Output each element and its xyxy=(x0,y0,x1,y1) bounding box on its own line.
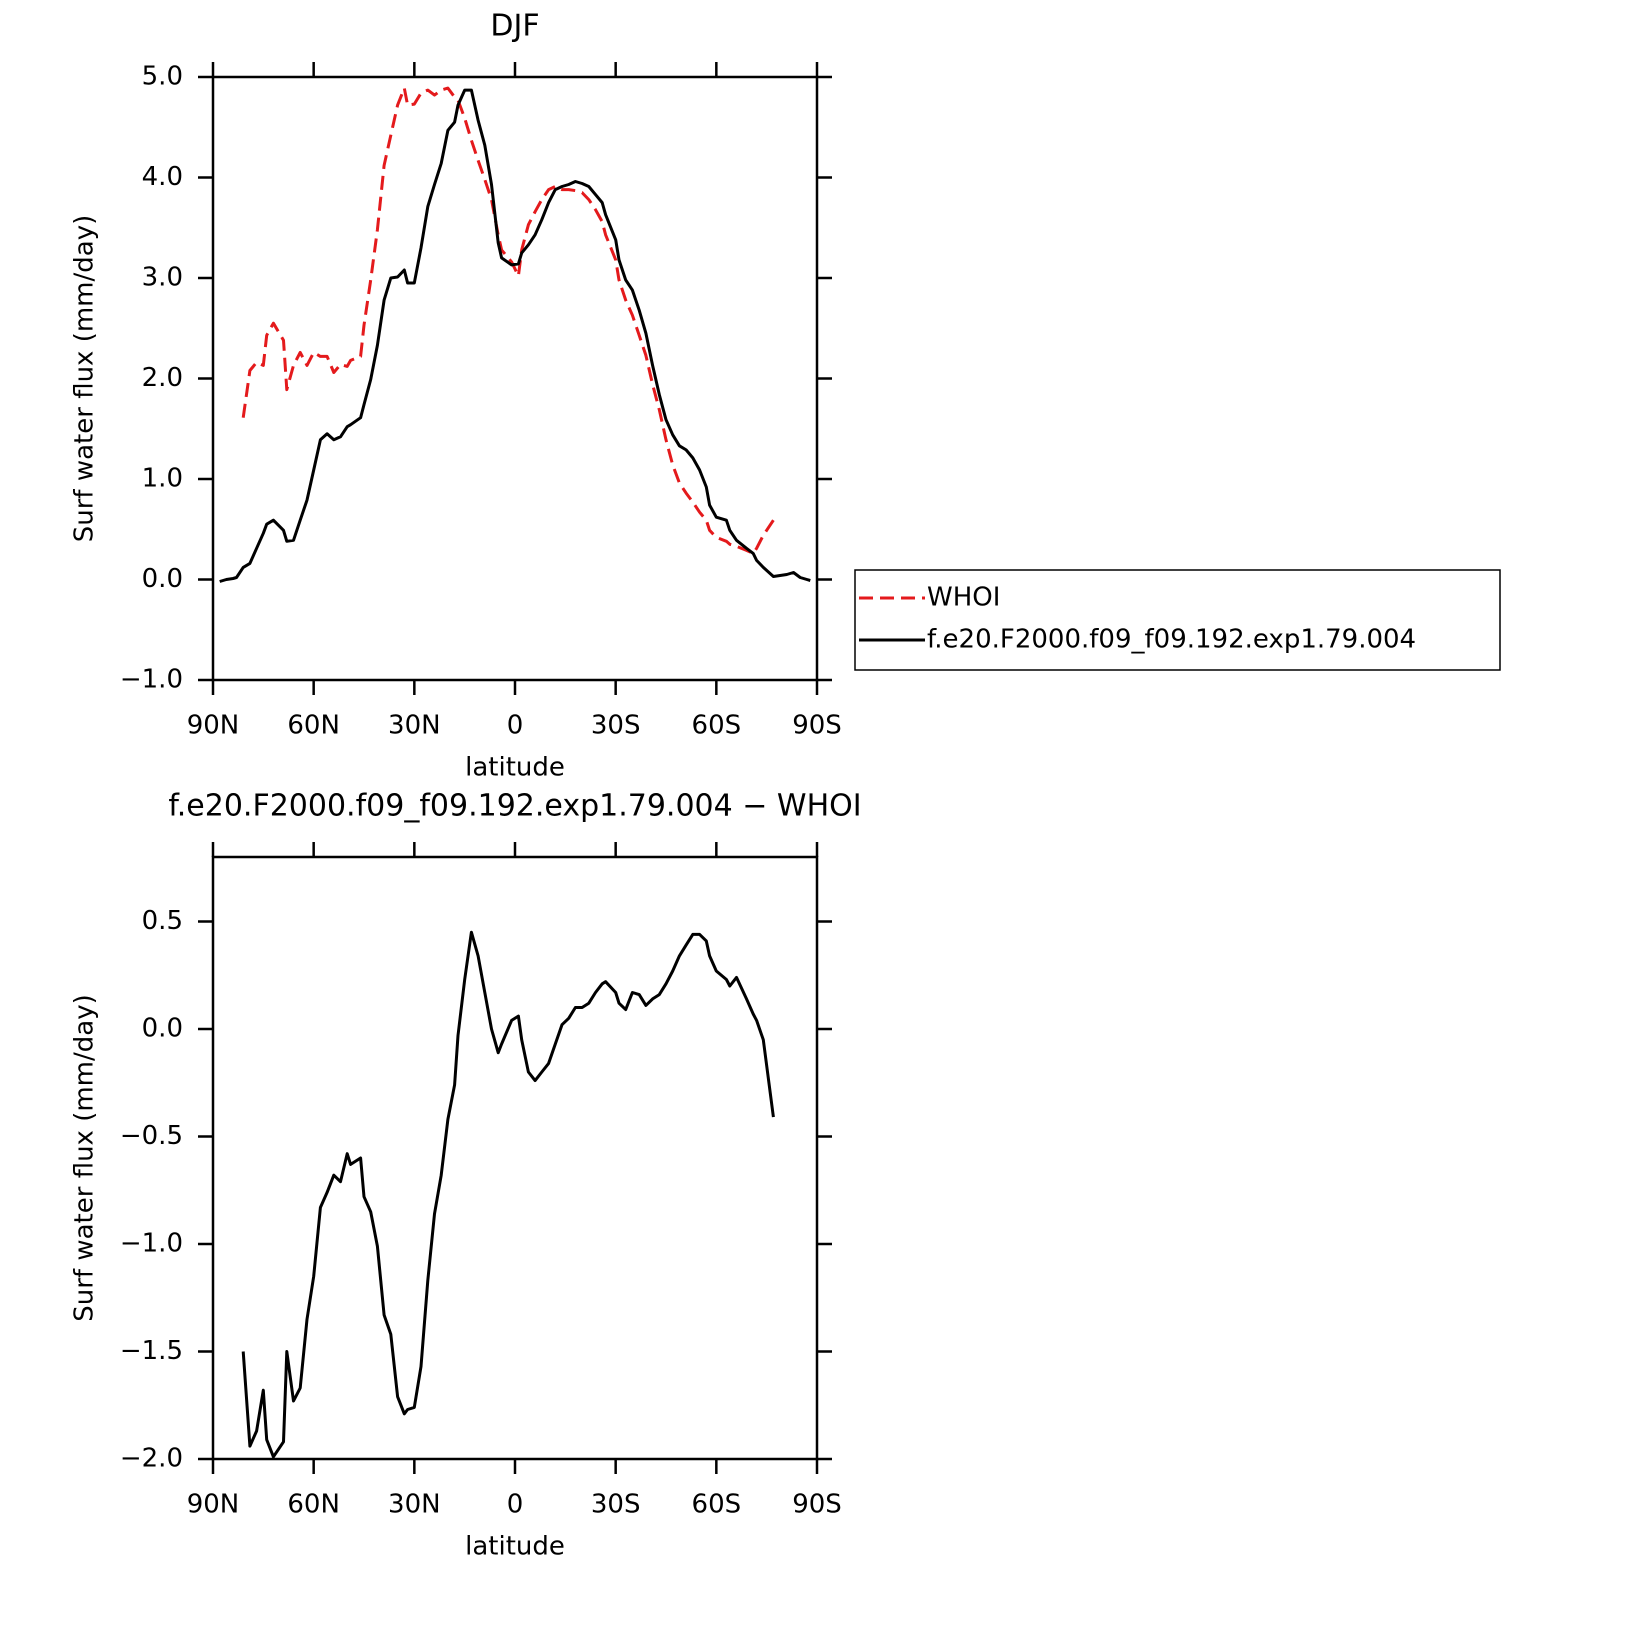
y-tick-label: 3.0 xyxy=(142,263,183,293)
x-axis-label: latitude xyxy=(465,753,565,783)
chart-title: DJF xyxy=(490,9,539,44)
y-tick-label: 0.0 xyxy=(142,564,183,594)
y-tick-label: 0.5 xyxy=(142,906,183,936)
y-tick-label: 4.0 xyxy=(142,162,183,192)
y-tick-label: −1.0 xyxy=(120,665,183,695)
data-line xyxy=(241,86,775,555)
x-tick-label: 60N xyxy=(287,711,340,741)
chart-title: f.e20.F2000.f09_f09.192.exp1.79.004 − WH… xyxy=(168,789,861,824)
x-tick-label: 90N xyxy=(187,711,240,741)
data-line xyxy=(219,88,811,583)
legend-box xyxy=(854,569,1501,671)
x-axis-label: latitude xyxy=(465,1532,565,1562)
x-tick-label: 90N xyxy=(187,1490,240,1520)
plot-frame xyxy=(211,855,819,1461)
x-tick-label: 30N xyxy=(388,1490,441,1520)
x-tick-label: 90S xyxy=(792,1490,842,1520)
y-axis-label: Surf water flux (mm/day) xyxy=(70,994,100,1321)
x-tick-label: 30S xyxy=(591,711,641,741)
y-tick-label: −1.5 xyxy=(120,1336,183,1366)
x-tick-label: 30S xyxy=(591,1490,641,1520)
y-tick-label: 2.0 xyxy=(142,363,183,393)
legend-label: WHOI xyxy=(927,583,1000,613)
x-tick-label: 60N xyxy=(287,1490,340,1520)
y-axis-label: Surf water flux (mm/day) xyxy=(70,215,100,542)
y-tick-label: −2.0 xyxy=(120,1444,183,1474)
x-tick-label: 0 xyxy=(507,711,524,741)
x-tick-label: 90S xyxy=(792,711,842,741)
x-tick-label: 0 xyxy=(507,1490,524,1520)
y-tick-label: −1.0 xyxy=(120,1229,183,1259)
x-tick-label: 60S xyxy=(692,711,742,741)
y-tick-label: 0.0 xyxy=(142,1014,183,1044)
y-tick-label: −0.5 xyxy=(120,1121,183,1151)
x-tick-label: 30N xyxy=(388,711,441,741)
data-line xyxy=(241,930,775,1459)
y-tick-label: 5.0 xyxy=(142,62,183,92)
y-tick-label: 1.0 xyxy=(142,464,183,494)
x-tick-label: 60S xyxy=(692,1490,742,1520)
legend-label: f.e20.F2000.f09_f09.192.exp1.79.004 xyxy=(927,625,1416,655)
plot-frame xyxy=(211,75,819,682)
